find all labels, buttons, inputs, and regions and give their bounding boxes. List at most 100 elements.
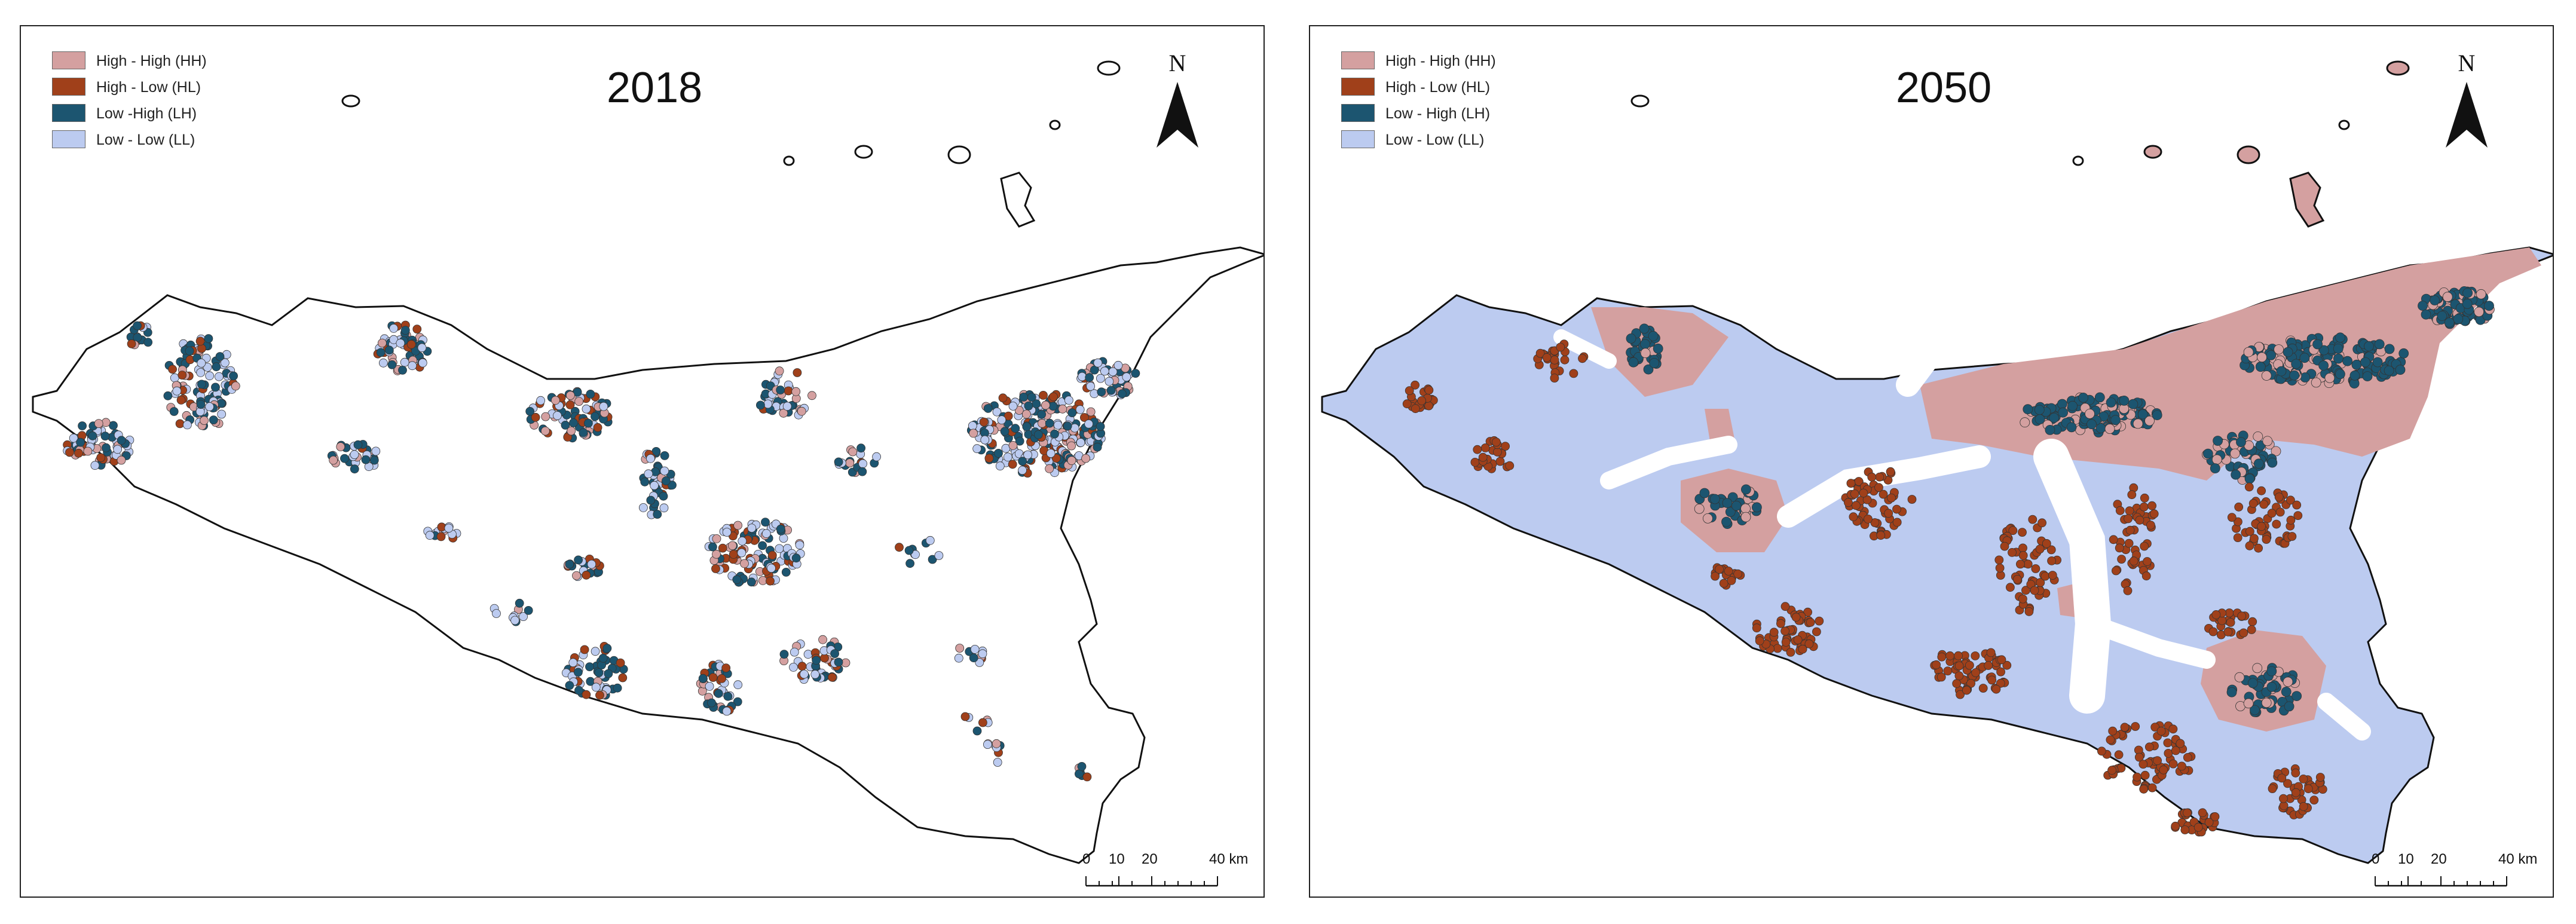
year-title: 2018 [607,64,703,112]
hex-cell [1649,358,1660,368]
hex-cell [2233,533,2242,542]
hex-cell [2364,341,2374,351]
hex-cell [2227,513,2237,522]
hex-cell [2058,407,2068,418]
hex-cell [2476,289,2486,299]
hex-cell [572,571,581,580]
hex-cell [2234,672,2245,683]
hex-cell [203,363,212,372]
hex-cell [2243,347,2254,357]
hex-cell [1945,651,1954,660]
swatch-hh [52,51,85,69]
hex-cell [1011,424,1020,433]
hex-cell [2230,448,2240,459]
scale-tick-40: 40 km [2498,851,2538,867]
hex-cell [2057,399,2067,409]
hex-cell [2211,454,2222,465]
hex-cell [2234,502,2244,512]
hex-cell [1870,518,1880,527]
hex-cell [2374,339,2385,350]
hex-cell [2002,660,2012,670]
hex-cell [969,429,978,438]
hex-cell [2177,761,2186,771]
hex-cell [983,740,992,749]
hex-cell [1086,407,1096,417]
hex-cell [1078,372,1087,381]
hex-cell [992,407,1002,417]
hex-cell [197,359,206,368]
hex-cell [2156,726,2166,736]
hex-cell [1004,411,1013,421]
legend-label-ll: Low - Low (LL) [96,131,195,148]
hex-cell [705,682,714,691]
hex-cell [2342,356,2352,366]
hex-cell [659,503,669,513]
hex-cell [2245,541,2254,550]
hex-cell [872,452,881,461]
scale-tick-20: 20 [1142,851,1158,867]
hex-cell [561,421,570,430]
year-title: 2050 [1896,64,1992,112]
hex-cell [775,366,784,376]
hex-cell [1892,504,1901,514]
hex-cell [196,400,206,409]
hex-cell [200,416,209,425]
hex-cell [2318,345,2329,356]
hex-cell [1892,518,1902,527]
hex-cell [2462,287,2473,298]
hex-cell [1846,479,1856,488]
hex-cell [1023,450,1032,460]
hex-cell [1815,616,1824,626]
hex-cell [2183,808,2192,818]
hex-cell [425,531,435,540]
hex-cell [2008,548,2017,557]
hex-cell [1719,579,1728,588]
hex-cell [2125,506,2134,516]
hex-cell [1725,507,1736,517]
hex-cell [574,686,583,695]
hex-cell [185,346,194,356]
hex-cell [2133,418,2143,429]
hex-cell [1090,365,1099,375]
hex-cell [728,541,737,550]
hex-cell [1045,418,1054,428]
hex-cell [2149,509,2159,519]
hex-cell [2018,528,2027,537]
hex-cell [978,718,987,727]
hex-cell [1100,366,1109,376]
hex-cell [1791,613,1801,622]
hex-cell [2104,424,2115,434]
hex-cell [697,686,707,696]
hex-cell [1954,651,1963,660]
hex-cell [738,536,747,546]
hex-cell [1037,409,1047,419]
hex-cell [565,400,575,409]
hex-cell [417,343,427,353]
hex-cell [88,431,97,440]
scale-bar: 0 10 20 40 km [1082,851,1252,893]
hex-cell [2128,399,2138,409]
hex-cell [934,551,944,560]
hex-cell [646,454,655,463]
hex-cell [722,706,732,716]
hex-cell [955,644,965,653]
hex-cell [972,444,982,454]
hex-cell [1038,418,1047,428]
hex-cell [2277,773,2287,783]
hex-cell [231,381,240,391]
hex-cell [2028,515,2037,524]
hex-cell [954,653,963,663]
hex-cell [396,338,405,348]
hex-cell [2000,541,2009,551]
hex-cell [2236,437,2246,448]
hex-cell [350,464,359,474]
hex-cell [2036,578,2045,588]
legend-label-hl: High - Low (HL) [1385,79,1491,96]
hex-cell [1086,381,1096,391]
hex-cell [1639,323,1650,334]
hex-cell [1470,458,1480,467]
hex-cell [1709,494,1720,504]
hex-cell [1936,672,1946,682]
hex-cell [613,683,622,693]
hex-cell [436,532,446,541]
